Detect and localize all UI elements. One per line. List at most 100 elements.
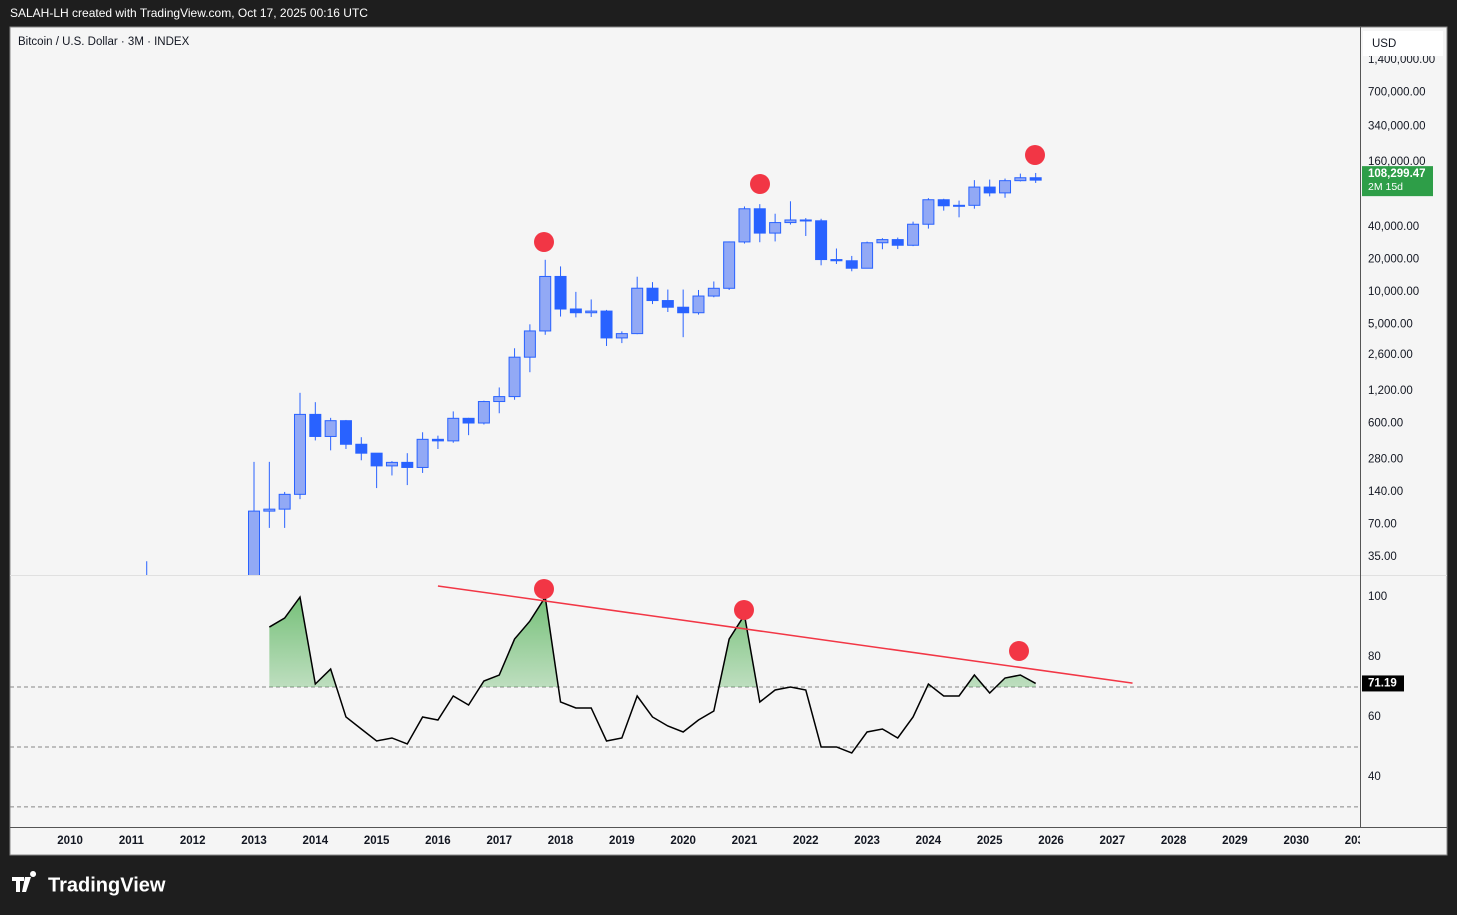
x-tick-label: 2022 [793, 835, 819, 847]
candle-body [1029, 177, 1042, 181]
candle-body [355, 443, 368, 454]
candle-body [569, 308, 582, 314]
candle-body [769, 222, 782, 234]
y-tick-label: 280.00 [1368, 453, 1403, 465]
candle-body [707, 287, 720, 297]
x-tick-label: 2011 [119, 835, 145, 847]
candle-body [907, 223, 920, 246]
last-price-label: 108,299.47 [1368, 168, 1426, 180]
candle-body [401, 461, 414, 468]
chart-frame [9, 26, 1448, 856]
candle-body [431, 438, 444, 442]
candle-body [248, 510, 261, 575]
footer-logo: TradingView [12, 871, 166, 896]
candle-body [922, 199, 935, 225]
candle-body [447, 417, 460, 442]
y-tick-label: 80 [1368, 651, 1381, 663]
candle-body [983, 186, 996, 194]
x-tick-label: 2010 [57, 835, 83, 847]
candle-body [738, 208, 751, 243]
y-tick-label: 160,000.00 [1368, 156, 1426, 168]
rsi-tag-label: 71.19 [1368, 677, 1397, 689]
candle-body [937, 199, 950, 207]
annotations [534, 145, 1045, 661]
currency-button[interactable] [1363, 31, 1443, 56]
candle-body [891, 239, 904, 246]
logo-icon [12, 871, 37, 892]
candle-body [692, 295, 705, 314]
candle-body [278, 493, 291, 510]
marker-dot [534, 232, 554, 252]
marker-dot [734, 600, 754, 620]
candle-body [677, 306, 690, 314]
candle-body [999, 180, 1012, 194]
y-tick-label: 140.00 [1368, 486, 1403, 498]
rsi-pane [10, 585, 1360, 808]
rsi-line [268, 594, 1037, 754]
candle-body [845, 260, 858, 269]
x-tick-label: 2012 [180, 835, 206, 847]
candle-body [815, 220, 828, 261]
y-tick-label: 70.00 [1368, 518, 1397, 530]
price-pane [146, 172, 1042, 575]
y-tick-label: 10,000.00 [1368, 286, 1419, 298]
candle-body [615, 333, 628, 339]
x-tick-label: 2016 [425, 835, 451, 847]
x-tick-label: 2026 [1038, 835, 1064, 847]
candle-body [784, 219, 797, 224]
x-tick-label: 2013 [241, 835, 267, 847]
candle-body [554, 275, 567, 310]
time-axis: 2010 2011 2012 2013 2014 2015 2016 2017 2018 2019… [57, 835, 1371, 847]
x-tick-label: 2030 [1283, 835, 1309, 847]
x-tick-label: 2027 [1100, 835, 1126, 847]
candle-body [477, 401, 490, 424]
candle-body [753, 208, 766, 234]
x-tick-label: 2015 [364, 835, 390, 847]
candle-body [462, 417, 475, 424]
currency-label[interactable]: USD [1372, 38, 1396, 50]
candle-body [416, 438, 429, 468]
x-tick-label: 2029 [1222, 835, 1248, 847]
y-tick-label: 40,000.00 [1368, 221, 1419, 233]
candle-body [968, 186, 981, 206]
y-tick-label: 35.00 [1368, 551, 1397, 563]
x-tick-label: 2014 [303, 835, 329, 847]
candle-body [539, 275, 552, 332]
candle-body [263, 508, 276, 512]
candle-body [953, 204, 966, 207]
candle-body [861, 242, 874, 269]
y-tick-label: 5,000.00 [1368, 318, 1413, 330]
candle-body [631, 287, 644, 335]
x-tick-label: 2021 [732, 835, 758, 847]
y-tick-label: 40 [1368, 771, 1381, 783]
countdown-label: 2M 15d [1368, 181, 1403, 193]
candle-body [799, 219, 812, 222]
candle-body [661, 300, 674, 308]
candle-body [646, 287, 659, 302]
x-tick-label: 2017 [486, 835, 512, 847]
x-tick-label: 2019 [609, 835, 635, 847]
y-tick-label: 700,000.00 [1368, 87, 1426, 99]
candle-body [385, 461, 398, 467]
marker-dot [534, 579, 554, 599]
currency-box[interactable]: USD [1363, 31, 1443, 56]
candle-body [508, 356, 521, 398]
candle-body [324, 420, 337, 437]
y-tick-label: 20,000.00 [1368, 253, 1419, 265]
y-tick-label: 340,000.00 [1368, 121, 1426, 133]
candle-body [723, 241, 736, 289]
trendline [437, 585, 1133, 684]
x-tick-label: 2023 [854, 835, 880, 847]
candle-body [309, 413, 322, 437]
marker-dot [1009, 641, 1029, 661]
price-axis: 1,400,000.00 700,000.00 340,000.00 160,000.… [1368, 54, 1435, 783]
x-tick-label: 2031 [1345, 835, 1371, 847]
x-tick-label: 2018 [548, 835, 574, 847]
candle-body [523, 330, 536, 358]
logo-text: TradingView [48, 874, 166, 896]
y-tick-label: 60 [1368, 711, 1381, 723]
marker-dot [750, 174, 770, 194]
